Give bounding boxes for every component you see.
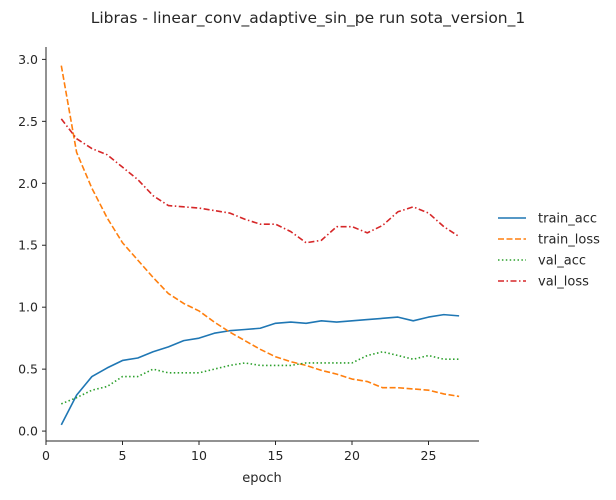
legend-label-train-acc: train_acc (538, 212, 597, 227)
series-line-train-loss (60, 65, 460, 398)
y-tick-label: 1.0 (18, 300, 38, 315)
series-line-val-acc (60, 350, 460, 405)
x-tick-label: 10 (191, 448, 207, 463)
series-line-train-acc (60, 313, 460, 426)
y-tick-label: 2.5 (18, 114, 38, 129)
x-tick-label: 15 (268, 448, 284, 463)
x-axis-label: epoch (242, 471, 282, 486)
y-tick-label: 1.5 (18, 238, 38, 253)
x-tick-label: 20 (344, 448, 360, 463)
x-tick-label: 0 (42, 448, 50, 463)
legend: train_acc train_loss val_acc val_loss (498, 212, 600, 290)
y-tick-label: 2.0 (18, 176, 38, 191)
y-tick-label: 0.5 (18, 362, 38, 377)
chart-title: Libras - linear_conv_adaptive_sin_pe run… (91, 9, 526, 28)
y-tick-label: 0.0 (18, 424, 38, 439)
plot-area: 0 5 10 15 20 25 0.0 0.5 1.0 1.5 2.0 2.5 3.0 (18, 47, 479, 463)
series-line-val-loss (60, 118, 460, 244)
x-tick-label: 5 (119, 448, 127, 463)
legend-label-train-loss: train_loss (538, 233, 600, 248)
legend-label-val-loss: val_loss (538, 275, 589, 290)
legend-label-val-acc: val_acc (538, 254, 586, 269)
y-tick-label: 3.0 (18, 52, 38, 67)
x-tick-label: 25 (421, 448, 437, 463)
